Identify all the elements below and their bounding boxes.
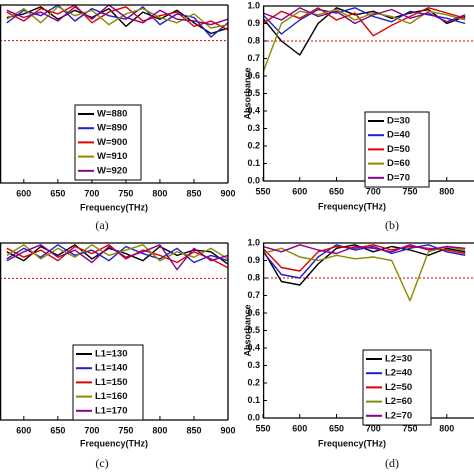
y-tick-label: 0.8 (247, 272, 260, 282)
y-tick-label: 1.0 (247, 237, 260, 247)
panel-label: (a) (95, 218, 108, 232)
x-tick-label: 650 (50, 188, 65, 198)
series-line (6, 6, 228, 29)
series-line (263, 7, 466, 37)
legend-label: D=60 (387, 158, 410, 169)
y-tick-label: 0.7 (247, 290, 260, 300)
y-tick-label: 0.2 (247, 140, 260, 150)
y-tick-label: 0.4 (247, 105, 260, 115)
series-line (263, 244, 466, 286)
y-tick-label: 0.1 (247, 395, 260, 405)
x-tick-label: 600 (16, 188, 31, 198)
legend-label: L2=30 (385, 354, 412, 365)
y-tick-label: 0.0 (247, 175, 260, 185)
legend-label: L2=50 (385, 382, 412, 393)
plot (0, 244, 228, 279)
legend-label: L1=140 (95, 363, 128, 374)
y-tick-label: 0.3 (247, 360, 260, 370)
plot (0, 5, 228, 42)
series-line (6, 5, 228, 26)
legend-label: W=910 (97, 151, 127, 162)
x-tick-label: 700 (84, 188, 99, 198)
y-tick-label: 0.1 (247, 158, 260, 168)
y-tick-label: 0.4 (247, 342, 260, 352)
series-line (263, 244, 466, 255)
x-tick-label: 850 (186, 188, 201, 198)
legend-label: L1=150 (95, 377, 128, 388)
x-tick-label: 650 (50, 425, 65, 435)
y-axis-label: Absorbance (242, 67, 252, 119)
legend-label: L1=170 (95, 405, 128, 416)
series-line (263, 244, 466, 272)
x-tick-label: 800 (439, 423, 454, 433)
x-tick-label: 600 (292, 423, 307, 433)
x-tick-label: 700 (84, 425, 99, 435)
panel-label: (d) (385, 456, 399, 470)
y-tick-label: 0.6 (247, 307, 260, 317)
y-axis-label: Absorbance (242, 304, 252, 356)
x-tick-label: 550 (255, 186, 270, 196)
series-line (263, 7, 466, 25)
x-tick-label: 800 (152, 188, 167, 198)
x-tick-label: 800 (152, 425, 167, 435)
series-line (263, 245, 466, 302)
x-tick-label: 650 (329, 186, 344, 196)
series-line (6, 5, 228, 31)
x-axis-label: Frequency(THz) (318, 201, 386, 211)
legend-label: L1=130 (95, 349, 128, 360)
y-tick-label: 0.7 (247, 53, 260, 63)
y-tick-label: 0.6 (247, 70, 260, 80)
x-axis-label: Frequency(THz) (80, 202, 148, 212)
series-line (263, 7, 466, 35)
x-tick-label: 850 (186, 425, 201, 435)
x-tick-label: 750 (403, 186, 418, 196)
x-tick-label: 750 (403, 423, 418, 433)
x-axis-label: Frequency(THz) (318, 438, 386, 448)
series-line (6, 244, 228, 264)
x-tick-label: 700 (366, 423, 381, 433)
legend-label: W=880 (97, 109, 127, 120)
y-tick-label: 0.0 (247, 412, 260, 422)
y-tick-label: 0.5 (247, 88, 260, 98)
series-line (263, 244, 466, 279)
panel-label: (c) (95, 456, 108, 470)
legend-label: W=920 (97, 165, 127, 176)
x-tick-label: 550 (255, 423, 270, 433)
y-tick-label: 0.8 (247, 35, 260, 45)
legend-label: D=70 (387, 172, 410, 183)
x-tick-label: 600 (292, 186, 307, 196)
legend-label: D=30 (387, 116, 410, 127)
legend-label: W=890 (97, 123, 127, 134)
x-tick-label: 600 (16, 425, 31, 435)
plot (263, 244, 474, 302)
legend-label: L2=70 (385, 410, 412, 421)
legend-label: W=900 (97, 137, 127, 148)
legend-label: L2=60 (385, 396, 412, 407)
y-tick-label: 0.9 (247, 255, 260, 265)
x-tick-label: 650 (329, 423, 344, 433)
x-tick-label: 750 (118, 188, 133, 198)
x-tick-label: 700 (366, 186, 381, 196)
x-tick-label: 750 (118, 425, 133, 435)
x-tick-label: 900 (220, 188, 235, 198)
legend-label: L2=40 (385, 368, 412, 379)
y-tick-label: 0.3 (247, 123, 260, 133)
x-tick-label: 800 (439, 186, 454, 196)
legend-label: D=50 (387, 144, 410, 155)
legend-label: L1=160 (95, 391, 128, 402)
series-line (263, 8, 466, 73)
series-line (6, 244, 228, 271)
plot (263, 7, 474, 73)
y-tick-label: 0.5 (247, 325, 260, 335)
y-tick-label: 1.0 (247, 0, 260, 10)
legend-label: D=40 (387, 130, 410, 141)
panel-label: (b) (385, 218, 399, 232)
x-tick-label: 900 (220, 425, 235, 435)
y-tick-label: 0.2 (247, 377, 260, 387)
series-line (6, 244, 228, 262)
x-axis-label: Frequency(THz) (80, 438, 148, 448)
y-tick-label: 0.9 (247, 18, 260, 28)
